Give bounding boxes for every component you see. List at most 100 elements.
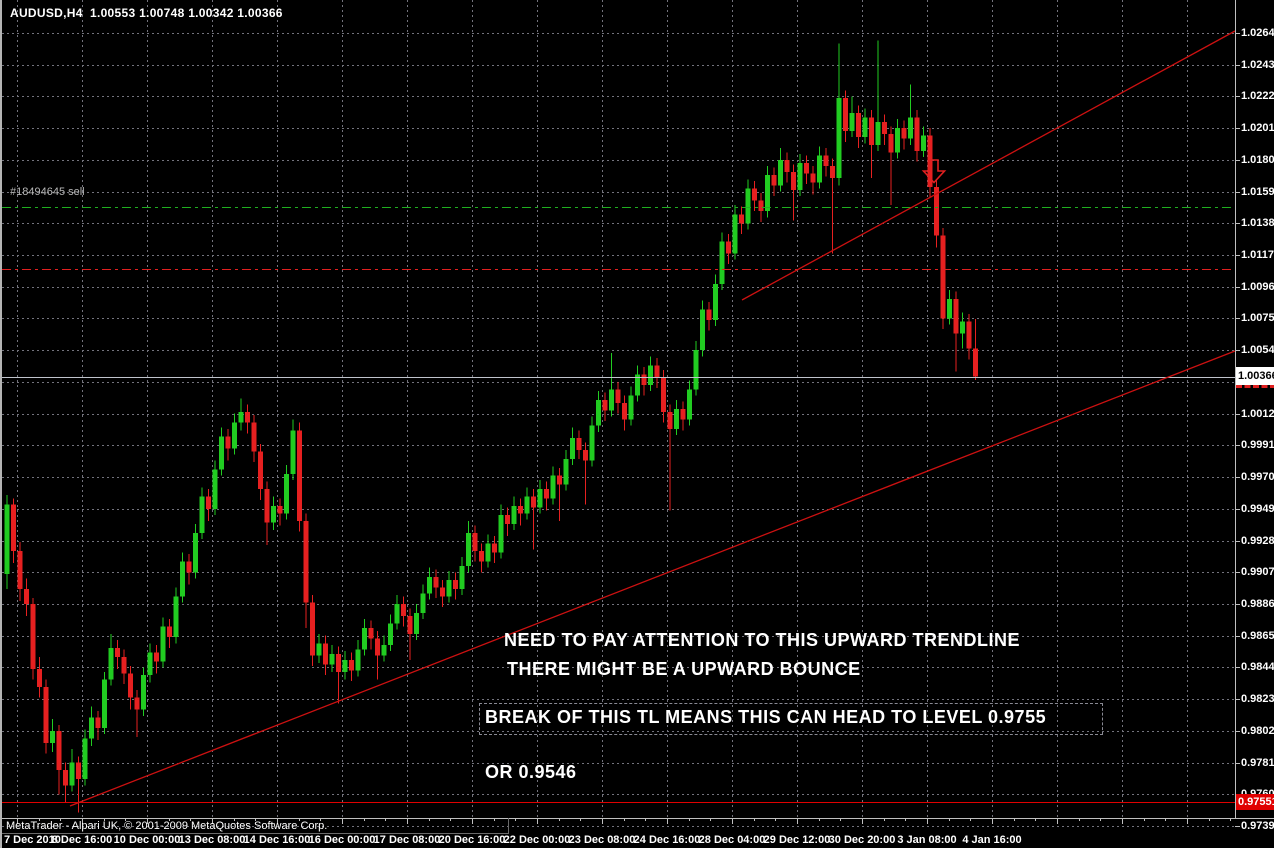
down-arrow-icon[interactable]: [921, 159, 947, 184]
lower-trendline[interactable]: [69, 350, 1236, 807]
price-axis-label: 0.98860: [1241, 597, 1274, 610]
candle: [687, 380, 692, 426]
candle: [401, 596, 406, 627]
alert-price-box: 0.97551: [1236, 794, 1274, 810]
candle: [862, 108, 868, 144]
price-axis-label: 1.01380: [1241, 217, 1274, 230]
candle: [115, 640, 120, 669]
candle: [524, 487, 530, 520]
candle: [823, 147, 829, 177]
candle: [440, 579, 445, 608]
candle: [505, 507, 510, 537]
price-axis-label: 1.01800: [1241, 153, 1274, 166]
candle: [264, 481, 270, 546]
time-axis-label: 23 Dec 08:00: [568, 834, 636, 846]
candle: [810, 165, 816, 195]
ask-price-box-partial: [1236, 385, 1274, 388]
candle: [836, 43, 842, 186]
candle: [238, 398, 244, 431]
candle: [11, 498, 16, 564]
candle: [563, 449, 569, 491]
annotation-break-note[interactable]: BREAK OF THIS TL MEANS THIS CAN HEAD TO …: [485, 707, 1047, 727]
copyright-text: MetaTrader - Alpari UK, © 2001-2009 Meta…: [6, 820, 328, 832]
annotation-trendline-note-line1[interactable]: NEED TO PAY ATTENTION TO THIS UPWARD TRE…: [504, 630, 1021, 650]
price-axis-label: 0.99070: [1241, 566, 1274, 579]
candle: [479, 543, 484, 573]
current-price-box: 1.00366: [1236, 367, 1274, 385]
candle: [297, 422, 302, 532]
candle: [485, 534, 491, 568]
annotation-trendline-note-line2[interactable]: THERE MIGHT BE A UPWARD BOUNCE: [507, 659, 861, 679]
candle: [817, 146, 822, 189]
candle: [570, 427, 575, 466]
price-axis-label: 1.00540: [1241, 344, 1274, 357]
candle: [544, 481, 549, 511]
price-axis-label: 1.02640: [1241, 27, 1274, 39]
time-axis-label: 22 Dec 00:00: [503, 834, 571, 846]
candle: [251, 415, 257, 463]
candle: [4, 495, 10, 589]
price-axis-label: 0.99280: [1241, 534, 1274, 547]
candle: [147, 643, 153, 683]
candle: [628, 386, 634, 426]
candle: [303, 513, 309, 629]
candle: [641, 366, 647, 396]
candle: [323, 635, 328, 675]
price-lines: [2, 207, 1235, 804]
candle: [232, 413, 237, 455]
candle: [17, 542, 23, 601]
price-axis-label: 1.02010: [1241, 122, 1274, 135]
candle: [24, 578, 29, 617]
candle: [284, 465, 289, 520]
candle: [654, 357, 660, 388]
candle: [427, 567, 432, 600]
candle: [940, 227, 946, 330]
candle: [121, 649, 127, 685]
candle: [771, 167, 777, 197]
annotation-target-note[interactable]: OR 0.9546: [485, 762, 577, 782]
upper-trendline[interactable]: [741, 30, 1236, 301]
candle: [414, 603, 419, 641]
candle: [537, 480, 543, 514]
candle: [160, 617, 166, 668]
price-axis-label: 0.99700: [1241, 471, 1274, 484]
candle: [349, 652, 354, 682]
price-axis-label: 1.00120: [1241, 407, 1274, 420]
candle: [128, 665, 133, 710]
candle: [953, 291, 959, 372]
candle: [446, 570, 452, 603]
candle: [765, 165, 770, 218]
candle: [609, 353, 614, 417]
time-axis-label: 4 Jan 16:00: [962, 834, 1022, 846]
candle: [849, 96, 855, 138]
candle: [550, 466, 556, 505]
candle: [433, 569, 439, 598]
annotation-selection-box[interactable]: [479, 703, 1103, 735]
candle: [271, 496, 276, 530]
price-axis-label: 1.02220: [1241, 90, 1274, 103]
candle: [89, 706, 94, 746]
candle: [407, 608, 413, 660]
candle: [758, 193, 764, 222]
candle: [713, 274, 718, 327]
time-axis-label: 10 Dec 00:00: [113, 834, 181, 846]
candle: [355, 640, 361, 677]
candle: [472, 525, 478, 562]
time-axis-label: 20 Dec 16:00: [438, 834, 506, 846]
price-axis-label: 0.97810: [1241, 756, 1274, 769]
candle: [76, 756, 81, 813]
price-axis-label: 0.98650: [1241, 629, 1274, 642]
candle: [797, 153, 803, 197]
candle: [921, 126, 926, 157]
candle: [602, 392, 608, 422]
candle: [310, 594, 315, 666]
candle: [875, 40, 881, 151]
candle: [973, 318, 978, 381]
candle: [914, 110, 920, 162]
time-axis-label: 7 Dec 2010: [4, 834, 61, 846]
candles: [4, 40, 978, 813]
candle: [134, 690, 140, 737]
candle: [576, 430, 582, 459]
price-axis-label: 1.00750: [1241, 312, 1274, 325]
